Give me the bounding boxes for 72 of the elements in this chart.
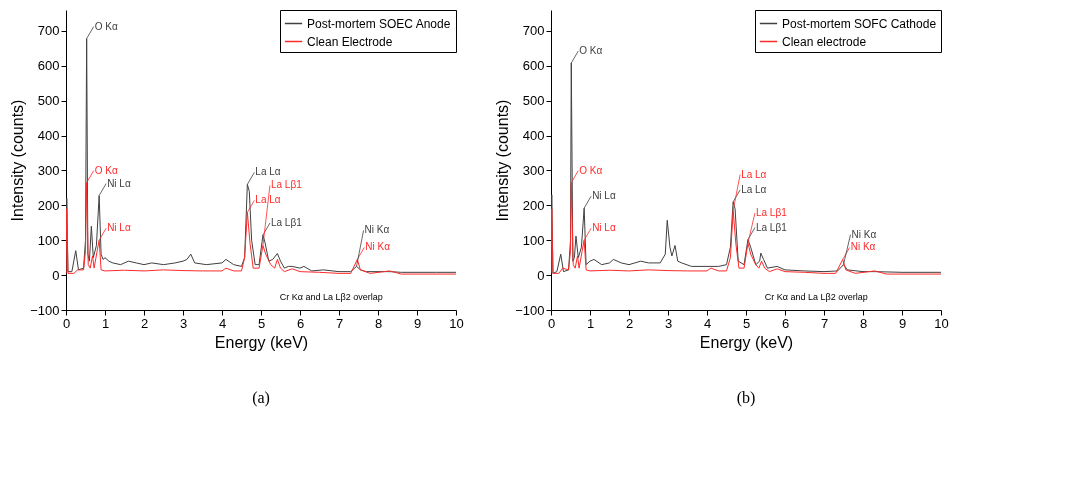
x-axis-title: Energy (keV) [699,333,794,351]
x-tick-label: 5 [742,315,751,331]
annotation: O Kα [579,164,603,176]
annotation: O Kα [94,20,118,32]
annotation: Ni Kα [365,241,391,253]
x-axis-title: Energy (keV) [214,333,309,351]
annotation: Ni Kα [850,241,876,253]
y-tick-label: 0 [52,267,60,283]
x-tick-label: 9 [413,315,422,331]
y-tick-label: 100 [37,232,60,248]
x-tick-label: 7 [820,315,829,331]
x-tick-label: 0 [547,315,556,331]
annotation: La Lβ1 [755,207,788,219]
x-tick-label: 10 [934,315,949,331]
annotation: Ni Kα [851,228,877,240]
legend-label: Clean Electrode [307,34,393,49]
annotation: Ni Lα [107,222,131,234]
x-tick-label: 3 [664,315,673,331]
x-tick-label: 6 [781,315,790,331]
x-tick-label: 4 [703,315,712,331]
y-tick-label: 700 [522,23,545,39]
x-tick-label: 1 [586,315,595,331]
y-tick-label: 0 [537,267,545,283]
y-tick-label: −100 [515,302,545,318]
x-tick-label: 0 [62,315,71,331]
y-tick-label: 500 [37,93,60,109]
y-tick-label: 600 [37,58,60,74]
x-tick-label: 2 [625,315,634,331]
y-tick-label: 200 [522,197,545,213]
y-tick-label: 200 [37,197,60,213]
x-tick-label: 3 [179,315,188,331]
y-tick-label: −100 [30,302,60,318]
y-tick-label: 300 [37,162,60,178]
text: (a) [252,389,270,407]
legend-label: Post-mortem SOEC Anode [307,16,451,31]
annotation: Ni Lα [107,177,131,189]
annotation: Ni Kα [364,224,390,236]
y-tick-label: 300 [522,162,545,178]
annotation: La Lβ1 [755,221,788,233]
y-tick-label: 400 [522,128,545,144]
annotation: O Kα [94,164,118,176]
legend-label: Clean electrode [782,34,867,49]
annotation: La Lα [741,183,767,195]
x-tick-label: 8 [374,315,383,331]
x-tick-label: 6 [296,315,305,331]
annotation: Cr Kα and La Lβ2 overlap [279,291,383,302]
x-tick-label: 2 [140,315,149,331]
x-tick-label: 9 [898,315,907,331]
y-tick-label: 100 [522,232,545,248]
annotation: Cr Kα and La Lβ2 overlap [764,291,868,302]
annotation: La Lα [255,194,281,206]
text: (b) [736,389,756,407]
y-axis-title: Intensity (counts) [494,99,512,222]
y-tick-label: 400 [37,128,60,144]
annotation: La Lβ1 [270,217,303,228]
x-tick-label: 7 [335,315,344,331]
y-tick-label: 700 [37,23,60,39]
annotation: La Lα [255,166,281,178]
x-tick-label: 1 [101,315,110,331]
legend-label: Post-mortem SOFC Cathode [782,16,937,31]
y-tick-label: 600 [522,58,545,74]
annotation: Ni Lα [592,222,616,234]
annotation: Ni Lα [592,190,616,202]
x-tick-label: 8 [859,315,868,331]
annotation: La Lβ1 [270,179,303,191]
x-tick-label: 5 [257,315,266,331]
annotation: O Kα [579,45,603,57]
y-tick-label: 500 [522,93,545,109]
annotation: La Lα [741,168,767,180]
y-axis-title: Intensity (counts) [9,99,27,222]
x-tick-label: 10 [449,315,464,331]
x-tick-label: 4 [218,315,227,331]
